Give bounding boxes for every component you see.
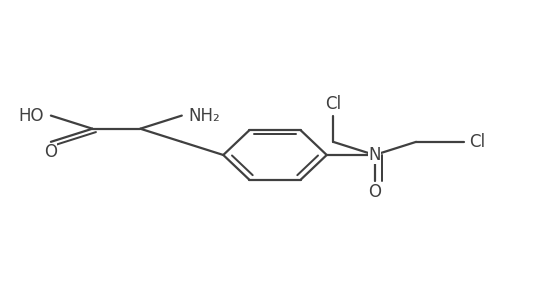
Text: HO: HO — [19, 107, 45, 125]
Text: Cl: Cl — [470, 133, 486, 151]
Text: O: O — [45, 143, 57, 161]
Text: N: N — [368, 146, 381, 164]
Text: Cl: Cl — [325, 95, 341, 113]
Text: O: O — [368, 183, 381, 201]
Text: NH₂: NH₂ — [188, 107, 220, 125]
